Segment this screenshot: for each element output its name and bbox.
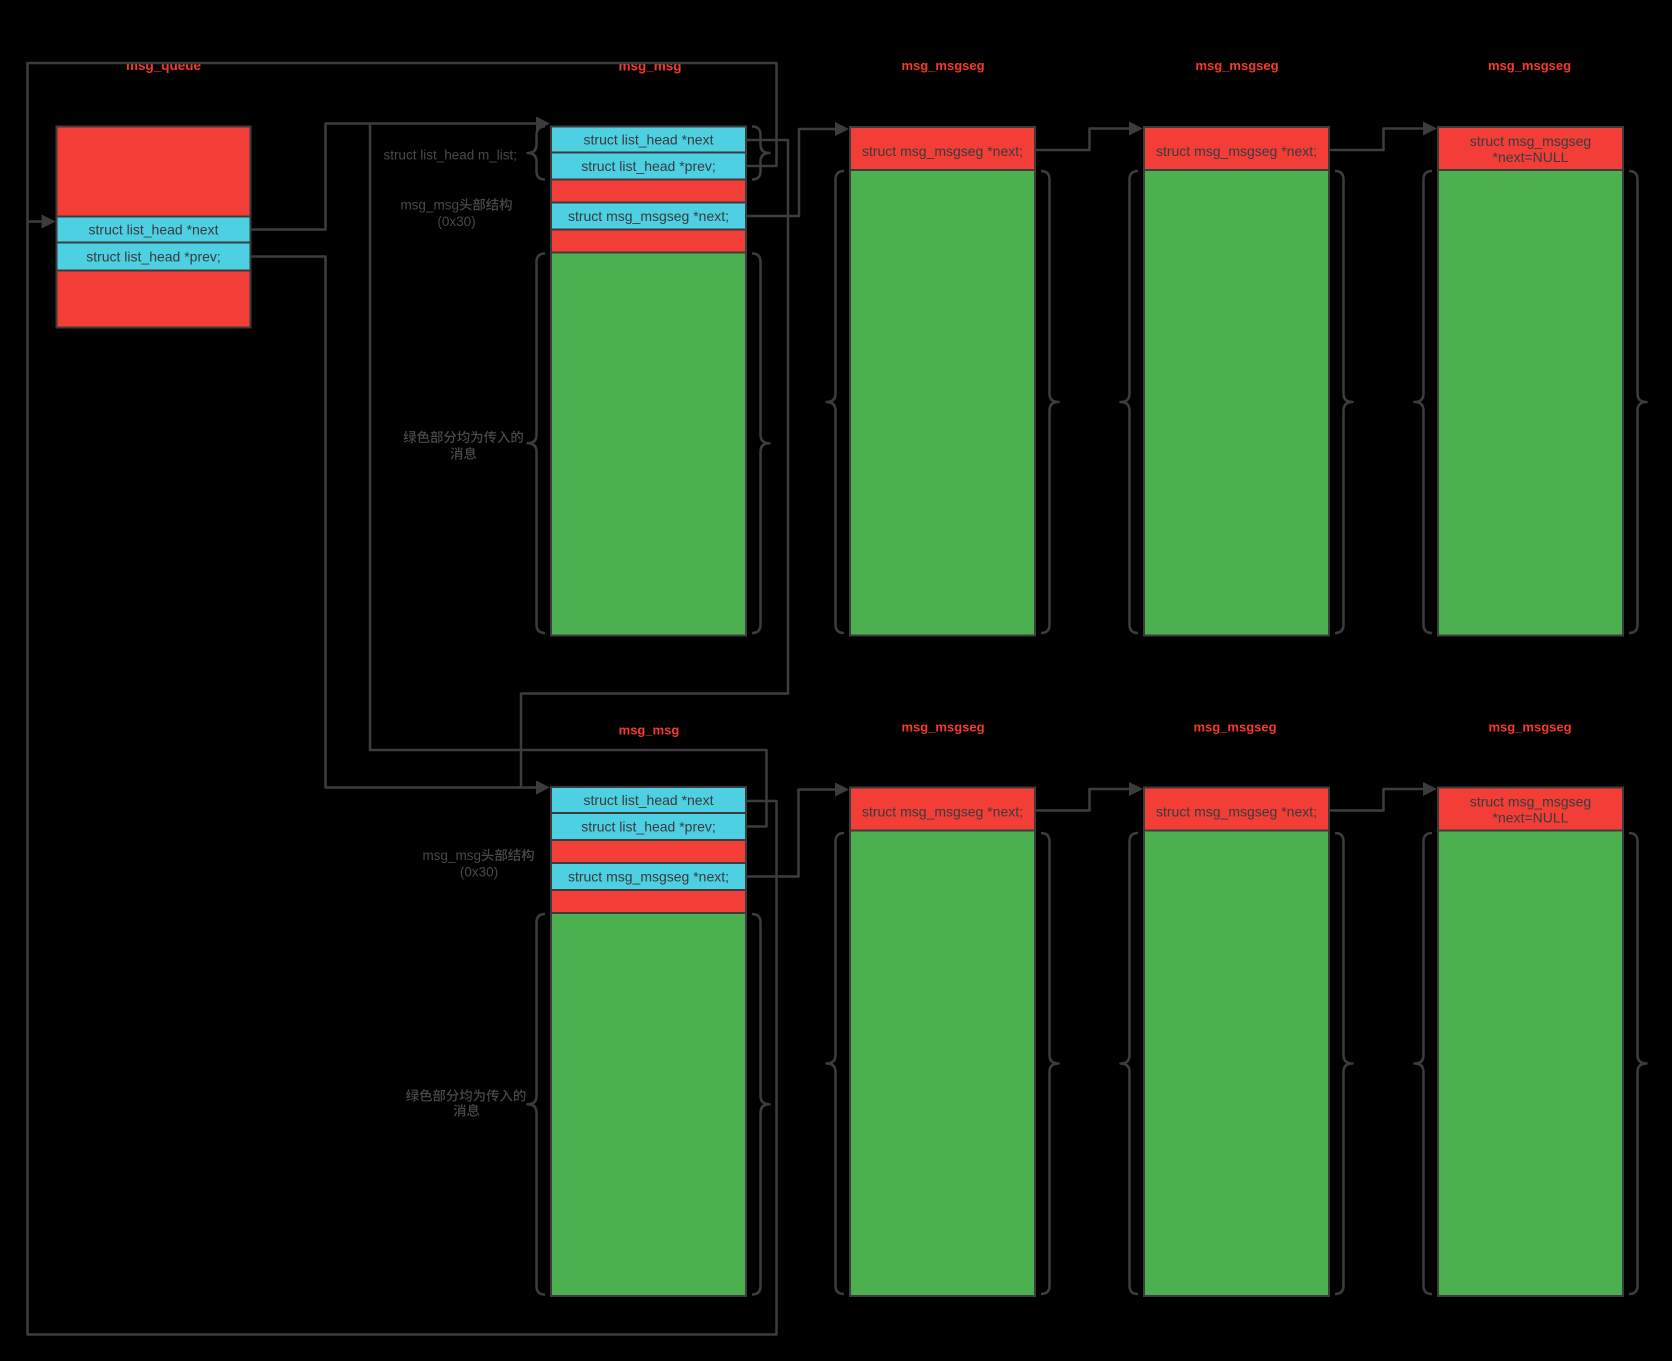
svg-text:*next=NULL: *next=NULL — [1493, 809, 1569, 825]
svg-text:msg_msgseg: msg_msgseg — [1193, 720, 1276, 735]
svg-text:(0x30): (0x30) — [460, 865, 498, 880]
svg-text:msg_msgseg: msg_msgseg — [1488, 58, 1571, 73]
svg-text:struct msg_msgseg *next;: struct msg_msgseg *next; — [568, 868, 729, 884]
svg-text:struct msg_msgseg *next;: struct msg_msgseg *next; — [862, 804, 1023, 820]
svg-text:msg_msgseg: msg_msgseg — [1195, 58, 1278, 73]
svg-text:struct list_head *next: struct list_head *next — [584, 131, 714, 147]
svg-text:msg_msg: msg_msg — [400, 198, 459, 213]
svg-text:struct list_head *next: struct list_head *next — [89, 221, 219, 237]
svg-text:struct msg_msgseg *next;: struct msg_msgseg *next; — [862, 143, 1023, 159]
svg-text:struct msg_msgseg: struct msg_msgseg — [1470, 793, 1591, 809]
svg-text:struct list_head *next: struct list_head *next — [584, 792, 714, 808]
svg-text:msg_msg: msg_msg — [619, 723, 680, 738]
svg-text:msg_queue: msg_queue — [126, 58, 202, 73]
svg-text:msg_msg: msg_msg — [422, 848, 481, 863]
svg-text:msg_msgseg: msg_msgseg — [901, 720, 984, 735]
svg-text:*next=NULL: *next=NULL — [1493, 149, 1569, 165]
svg-text:struct msg_msgseg *next;: struct msg_msgseg *next; — [568, 208, 729, 224]
svg-text:struct msg_msgseg *next;: struct msg_msgseg *next; — [1156, 804, 1317, 820]
svg-text:msg_msgseg: msg_msgseg — [901, 58, 984, 73]
svg-text:struct list_head *prev;: struct list_head *prev; — [581, 818, 716, 834]
svg-text:msg_msgseg: msg_msgseg — [1488, 720, 1571, 735]
svg-text:struct list_head m_list;: struct list_head m_list; — [383, 148, 517, 163]
svg-text:struct msg_msgseg *next;: struct msg_msgseg *next; — [1156, 143, 1317, 159]
svg-text:struct list_head *prev;: struct list_head *prev; — [581, 158, 716, 174]
svg-text:struct list_head *prev;: struct list_head *prev; — [86, 248, 221, 264]
svg-text:struct msg_msgseg: struct msg_msgseg — [1470, 133, 1591, 149]
svg-text:(0x30): (0x30) — [437, 214, 475, 229]
svg-text:msg_msg: msg_msg — [618, 59, 681, 74]
